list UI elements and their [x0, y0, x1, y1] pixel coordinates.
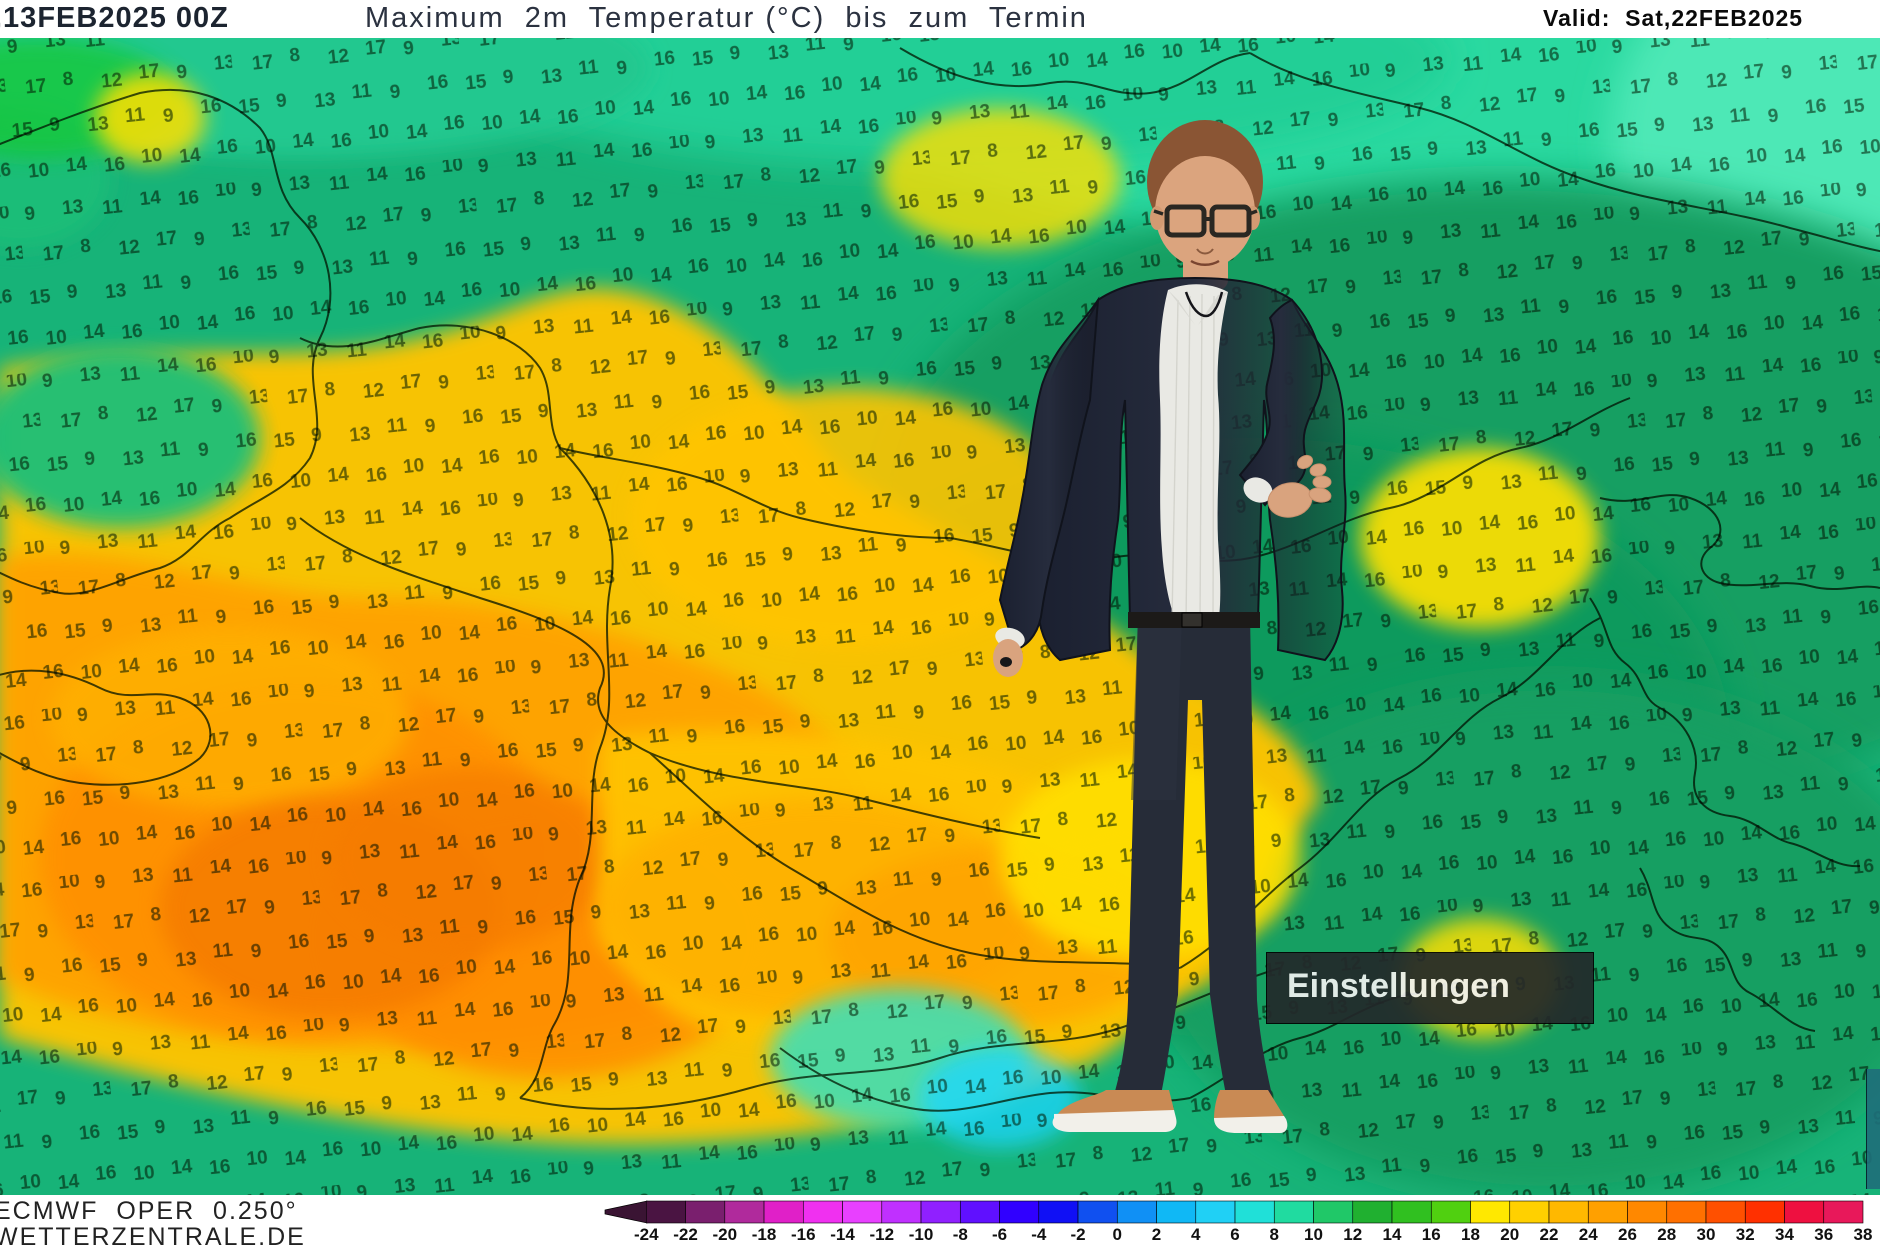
- svg-text:36: 36: [1814, 1225, 1833, 1244]
- svg-text:0: 0: [1113, 1225, 1122, 1244]
- svg-text:-12: -12: [870, 1225, 895, 1244]
- svg-text:-8: -8: [953, 1225, 968, 1244]
- svg-text:26: 26: [1618, 1225, 1637, 1244]
- svg-text:-20: -20: [713, 1225, 738, 1244]
- svg-text:-6: -6: [992, 1225, 1007, 1244]
- svg-text:20: 20: [1500, 1225, 1519, 1244]
- svg-text:-2: -2: [1070, 1225, 1085, 1244]
- svg-text:4: 4: [1191, 1225, 1201, 1244]
- svg-text:28: 28: [1657, 1225, 1676, 1244]
- svg-text:14: 14: [1383, 1225, 1402, 1244]
- svg-text:22: 22: [1540, 1225, 1559, 1244]
- svg-text:-18: -18: [752, 1225, 777, 1244]
- svg-text:12: 12: [1343, 1225, 1362, 1244]
- svg-text:-22: -22: [673, 1225, 698, 1244]
- svg-text:6: 6: [1230, 1225, 1239, 1244]
- svg-text:34: 34: [1775, 1225, 1794, 1244]
- svg-text:-10: -10: [909, 1225, 934, 1244]
- svg-text:-24: -24: [634, 1225, 659, 1244]
- svg-text:-16: -16: [791, 1225, 816, 1244]
- svg-text:-14: -14: [830, 1225, 855, 1244]
- svg-text:8: 8: [1270, 1225, 1279, 1244]
- svg-text:30: 30: [1697, 1225, 1716, 1244]
- svg-text:10: 10: [1304, 1225, 1323, 1244]
- svg-text:18: 18: [1461, 1225, 1480, 1244]
- svg-text:38: 38: [1854, 1225, 1873, 1244]
- svg-text:2: 2: [1152, 1225, 1161, 1244]
- svg-text:32: 32: [1736, 1225, 1755, 1244]
- svg-text:16: 16: [1422, 1225, 1441, 1244]
- svg-text:24: 24: [1579, 1225, 1598, 1244]
- svg-text:-4: -4: [1031, 1225, 1047, 1244]
